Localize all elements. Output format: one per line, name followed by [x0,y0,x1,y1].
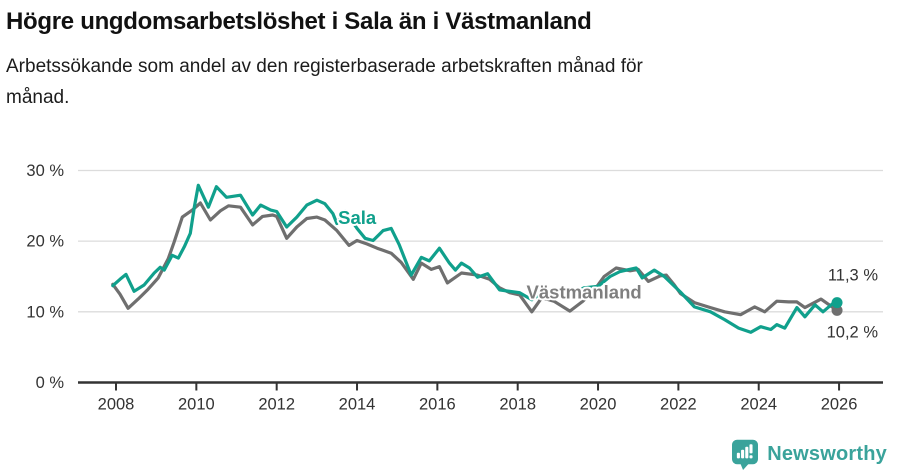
x-axis-label: 2020 [580,396,617,414]
exclamation-icon [749,444,753,454]
chart-header: Högre ungdomsarbetslöshet i Sala än i Vä… [0,0,900,113]
newsworthy-logo: Newsworthy [731,439,887,470]
series-line-västmanland [111,201,839,317]
page-title: Högre ungdomsarbetslöshet i Sala än i Vä… [6,8,592,35]
x-axis-label: 2026 [821,396,858,414]
x-axis-label: 2024 [740,396,777,414]
y-axis-label: 0 % [36,374,65,392]
x-axis-label: 2010 [178,396,215,414]
x-axis-label: 2016 [419,396,456,414]
y-axis-label: 30 % [26,162,64,180]
y-axis-label: 20 % [26,233,64,251]
x-axis-label: 2014 [339,396,376,414]
end-value-label-sala: 11,3 % [828,267,878,285]
chart-subtitle: Arbetssökande som andel av den registerb… [6,55,643,109]
y-axis-label: 10 % [26,303,64,321]
bar-chart-icon [737,452,741,459]
newsworthy-badge-icon [732,439,759,470]
newsworthy-wordmark: Newsworthy [767,443,887,465]
series-label-sala: Sala [338,207,377,228]
end-dot-västmanland [831,304,843,316]
x-axis-label: 2008 [98,396,135,414]
series-label-västmanland: Västmanland [527,282,642,303]
x-axis-label: 2022 [660,396,697,414]
chart-area: 0 % 10 % 20 % 30 % 2008 2010 2012 2014 2016 2018 2… [0,145,900,430]
end-value-label-västmanland: 10,2 % [827,323,879,341]
x-axis-label: 2018 [499,396,536,414]
x-axis-label: 2012 [258,396,295,414]
end-dot-sala [831,297,843,309]
series-line-sala [111,183,839,334]
unemployment-line-chart: 0 % 10 % 20 % 30 % 2008 2010 2012 2014 2016 2018 2… [26,162,883,414]
